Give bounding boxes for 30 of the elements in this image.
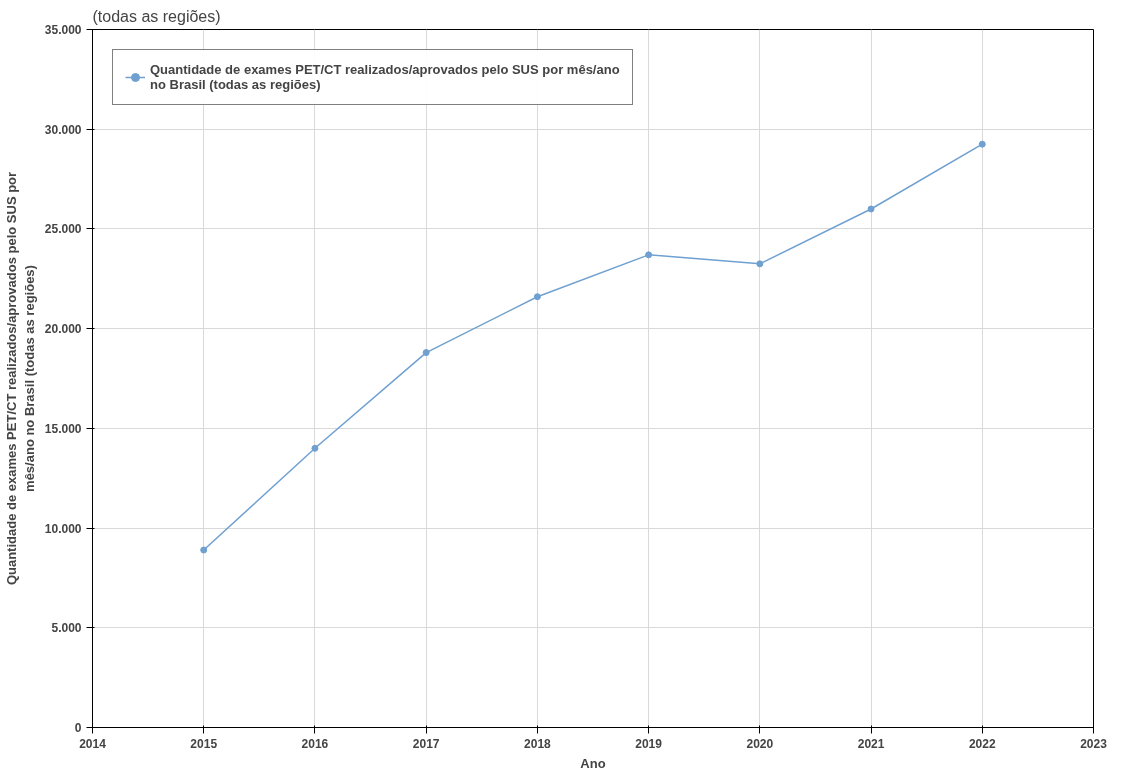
point bbox=[422, 349, 430, 357]
x-axis-title: Ano bbox=[580, 755, 606, 771]
x-tick-label: 2016 bbox=[301, 736, 329, 751]
x-tick-label: 2017 bbox=[412, 736, 440, 751]
point bbox=[645, 251, 653, 259]
y-tick-label: 30.000 bbox=[44, 122, 82, 137]
y-tick-label: 10.000 bbox=[44, 521, 82, 536]
y-axis-title: Quantidade de exames PET/CT realizados/aprovados pelo SUS por mês/ano no Brasil (todas as regiões) bbox=[3, 171, 37, 586]
point bbox=[978, 140, 986, 148]
point bbox=[533, 293, 541, 301]
y-tick-label: 35.000 bbox=[44, 23, 82, 37]
x-tick-label: 2018 bbox=[524, 736, 552, 751]
point bbox=[200, 546, 208, 554]
x-tick-label: 2020 bbox=[746, 736, 774, 751]
x-tick-label: 2015 bbox=[190, 736, 218, 751]
y-tick-label: 25.000 bbox=[44, 222, 82, 237]
point bbox=[756, 260, 764, 268]
x-tick-label: 2022 bbox=[968, 736, 996, 751]
x-tick-label: 2023 bbox=[1080, 736, 1108, 751]
y-tick-label: 15.000 bbox=[44, 421, 82, 436]
x-tick-label: 2014 bbox=[79, 736, 107, 751]
y-tick-label: 20.000 bbox=[44, 322, 82, 337]
chart-title: (todas as regiões) bbox=[92, 7, 221, 25]
x-tick-label: 2021 bbox=[857, 736, 885, 751]
x-tick-label: 2019 bbox=[635, 736, 663, 751]
point bbox=[867, 205, 875, 213]
legend-label: Quantidade de exames PET/CT realizados/aprovados pelo SUS por mês/ano no Brasil (todas as regiões) bbox=[150, 62, 620, 92]
y-tick-label: 0 bbox=[74, 721, 82, 735]
y-tick-label: 5.000 bbox=[51, 621, 82, 636]
point bbox=[311, 444, 319, 452]
